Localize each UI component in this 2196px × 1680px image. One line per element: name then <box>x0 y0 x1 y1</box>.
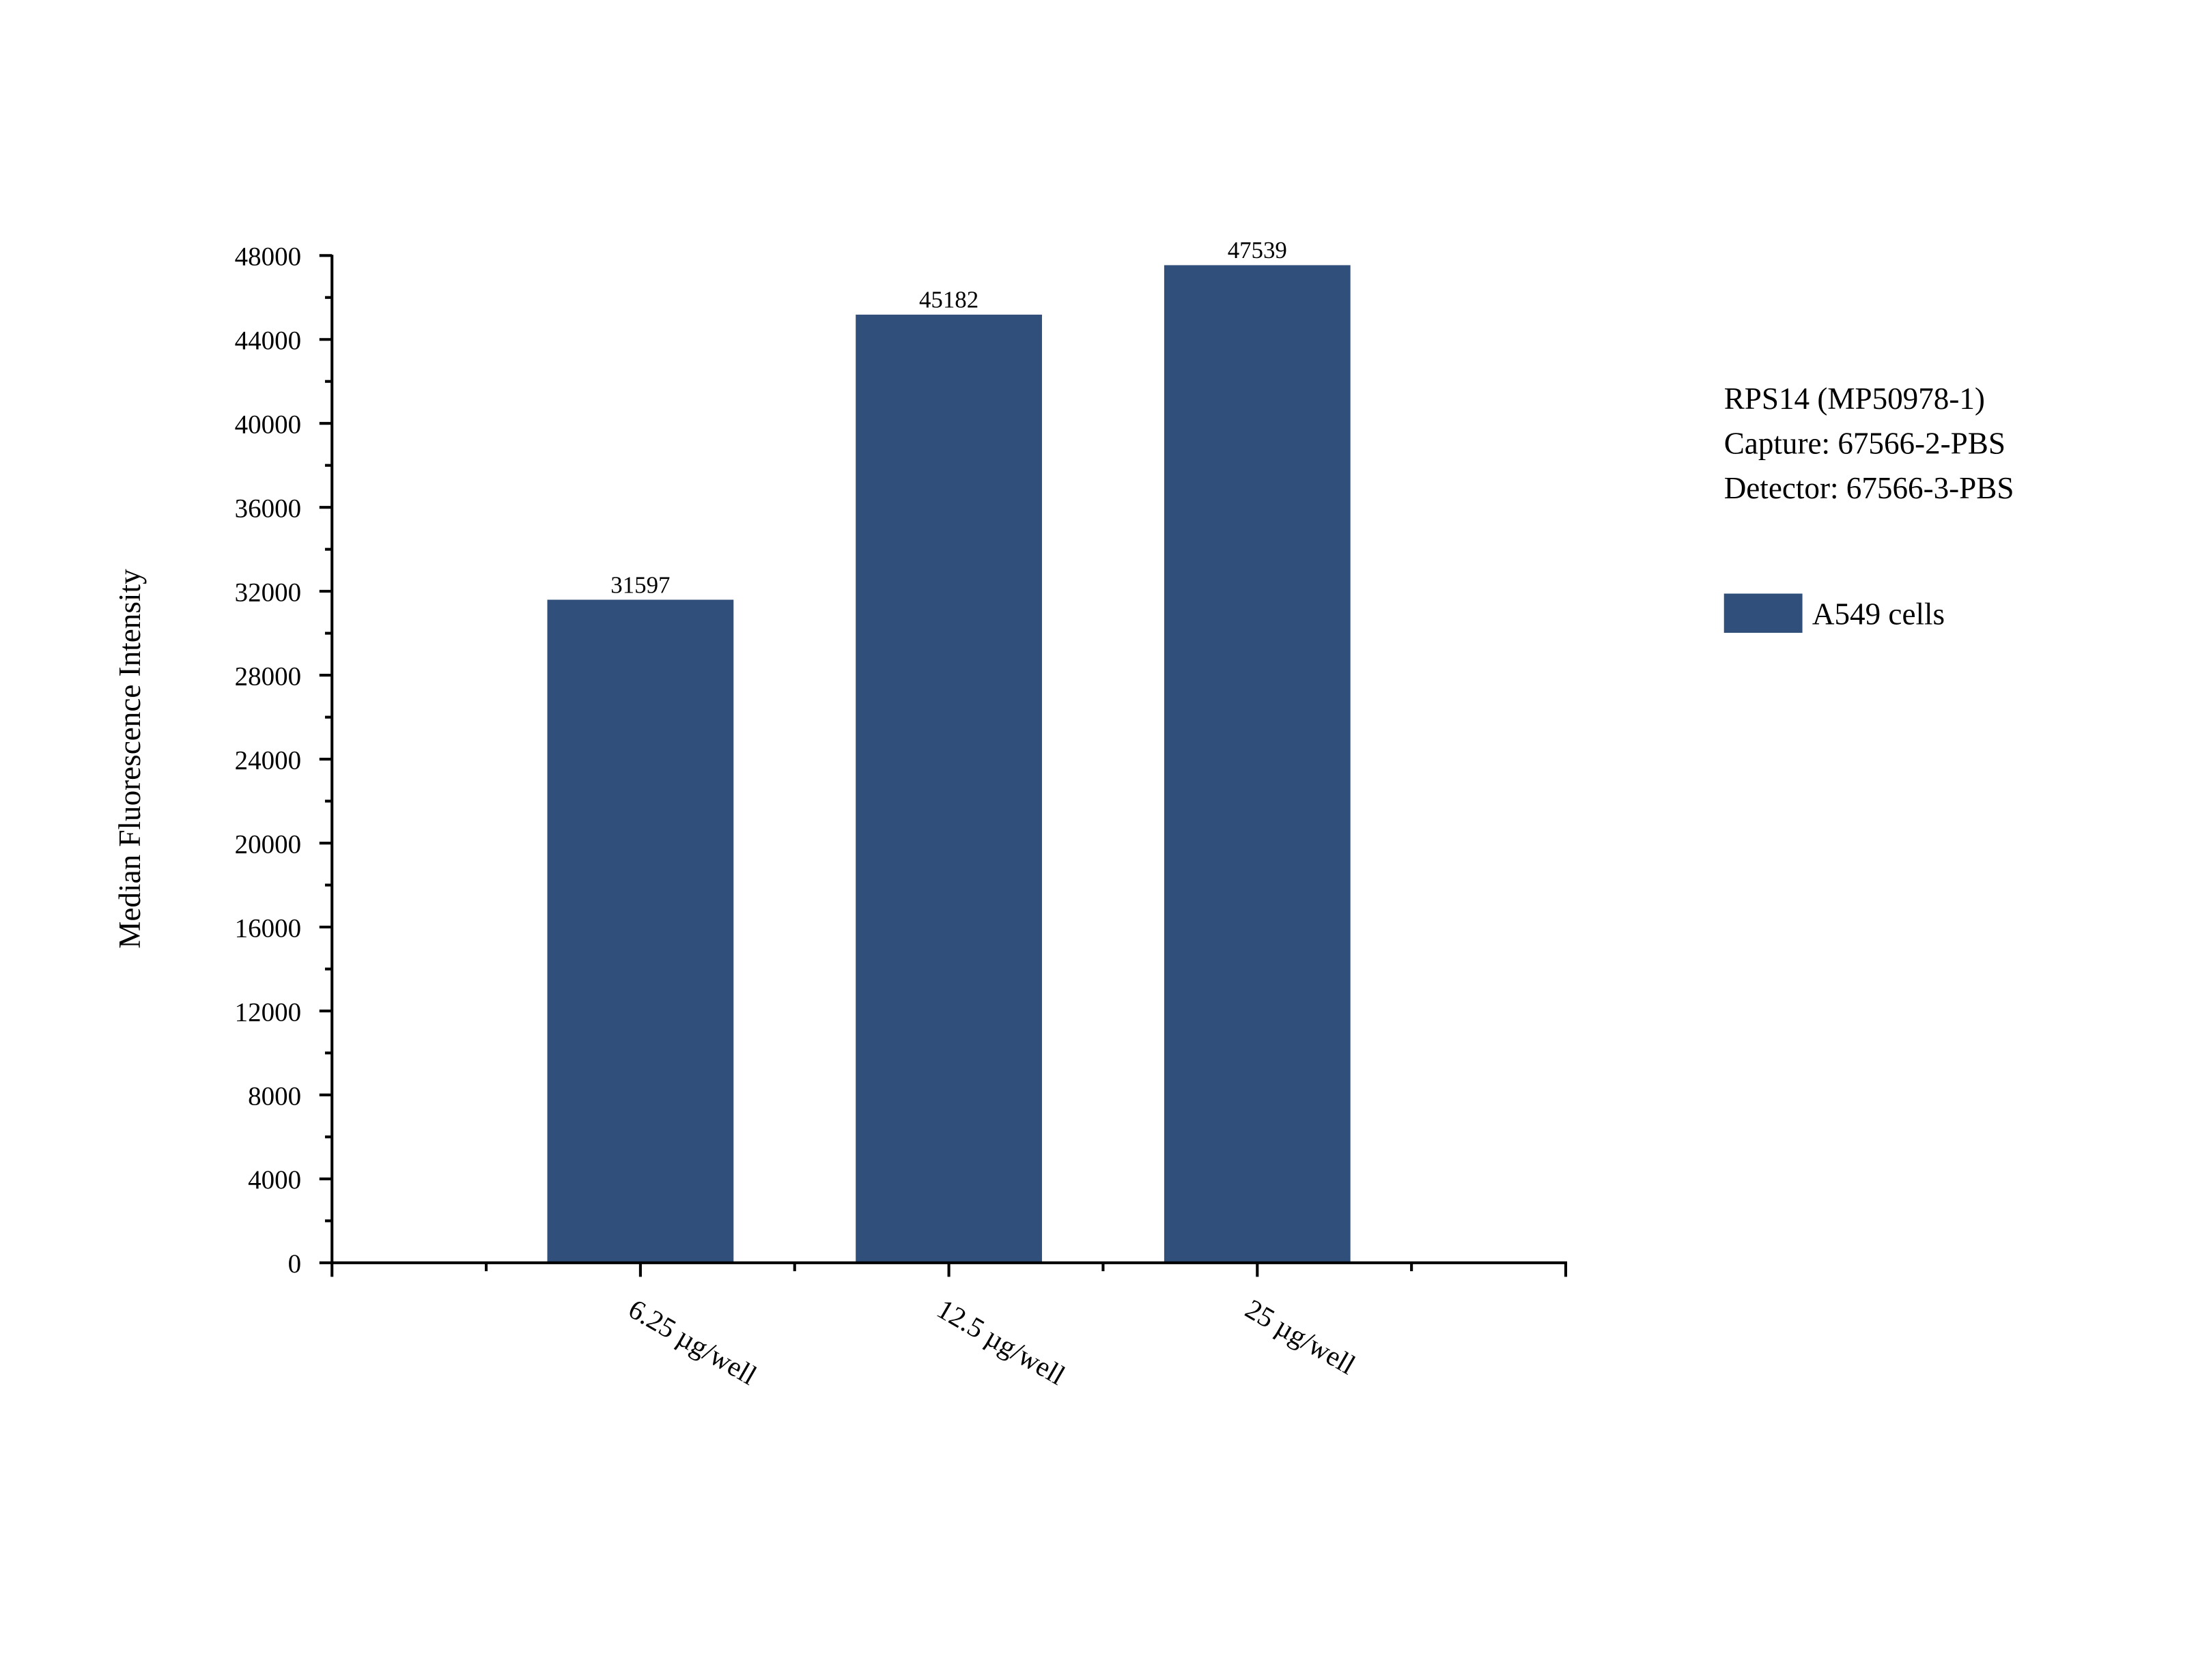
bar <box>547 599 734 1263</box>
y-axis-label: Median Fluorescence Intensity <box>113 569 147 949</box>
y-tick-label: 32000 <box>235 578 301 607</box>
y-tick-label: 12000 <box>235 997 301 1027</box>
bar <box>856 314 1042 1263</box>
x-tick-label: 25 µg/well <box>1240 1293 1361 1381</box>
y-tick-label: 36000 <box>235 494 301 524</box>
legend-header-line-2: Capture: 67566-2-PBS <box>1724 426 2005 460</box>
bar-value-label: 45182 <box>919 287 979 313</box>
y-tick-label: 24000 <box>235 745 301 775</box>
y-tick-label: 48000 <box>235 242 301 272</box>
y-tick-label: 44000 <box>235 326 301 356</box>
legend: RPS14 (MP50978-1) Capture: 67566-2-PBS D… <box>1723 382 2014 633</box>
x-tick-label: 6.25 µg/well <box>623 1293 762 1391</box>
legend-entry-label: A549 cells <box>1812 597 1945 631</box>
bar <box>1164 265 1351 1263</box>
y-tick-label: 0 <box>288 1249 301 1279</box>
x-tick-label: 12.5 µg/well <box>932 1293 1071 1391</box>
bar-value-label: 47539 <box>1228 237 1287 264</box>
y-tick-label: 28000 <box>235 661 301 691</box>
legend-header-line-1: RPS14 (MP50978-1) <box>1724 382 1985 416</box>
legend-swatch <box>1723 593 1803 633</box>
legend-header-line-3: Detector: 67566-3-PBS <box>1724 471 2014 505</box>
y-tick-label: 40000 <box>235 410 301 440</box>
bar-value-label: 31597 <box>610 571 670 598</box>
y-tick-label: 8000 <box>248 1081 301 1111</box>
y-tick-label: 16000 <box>235 913 301 943</box>
y-tick-label: 20000 <box>235 829 301 859</box>
y-tick-label: 4000 <box>248 1165 301 1195</box>
